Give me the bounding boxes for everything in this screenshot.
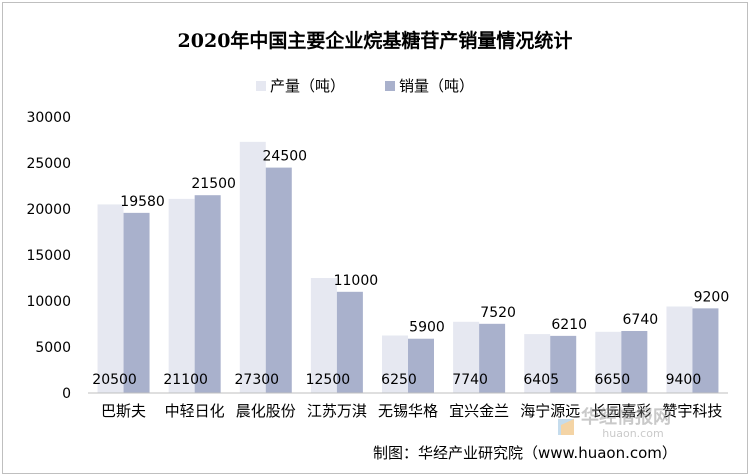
legend-swatch-production bbox=[256, 81, 266, 91]
watermark-text: 华经情报网 bbox=[581, 406, 671, 428]
x-tick-label-7: 长园嘉彩 bbox=[591, 402, 651, 420]
data-label-sales-0: 19580 bbox=[120, 194, 165, 210]
y-tick-label-5: 25000 bbox=[26, 156, 71, 172]
data-label-production-4: 6250 bbox=[381, 372, 417, 388]
bar-sales-3 bbox=[336, 291, 363, 393]
bar-production-2 bbox=[239, 141, 266, 393]
bar-production-0 bbox=[97, 204, 124, 393]
bar-sales-7 bbox=[621, 330, 648, 393]
y-tick-label-0: 0 bbox=[62, 386, 71, 402]
bar-sales-0 bbox=[123, 212, 150, 393]
watermark-subtext: huaon.com bbox=[602, 427, 663, 440]
chart-title: 2020年中国主要企业烷基糖苷产销量情况统计 bbox=[178, 29, 573, 52]
x-tick-label-5: 宜兴金兰 bbox=[449, 402, 509, 420]
x-tick-label-2: 晨化股份 bbox=[236, 402, 296, 420]
bar-sales-6 bbox=[550, 335, 577, 393]
bar-production-3 bbox=[310, 278, 337, 393]
chart: 2020年中国主要企业烷基糖苷产销量情况统计 产量（吨） 销量（吨） 0 5000… bbox=[26, 29, 730, 462]
data-label-production-1: 21100 bbox=[163, 372, 208, 388]
data-label-production-7: 6650 bbox=[595, 372, 631, 388]
x-tick-label-3: 江苏万淇 bbox=[307, 402, 367, 420]
data-label-sales-4: 5900 bbox=[409, 320, 445, 336]
data-label-production-3: 12500 bbox=[306, 372, 351, 388]
bar-sales-1 bbox=[194, 195, 221, 393]
bar-sales-8 bbox=[692, 308, 719, 393]
x-tick-label-8: 赞宇科技 bbox=[662, 402, 722, 420]
legend: 产量（吨） 销量（吨） bbox=[256, 77, 474, 95]
watermark-logo bbox=[558, 419, 574, 435]
x-tick-label-0: 巴斯夫 bbox=[101, 402, 146, 420]
y-axis: 0 5000 10000 15000 20000 25000 30000 bbox=[26, 110, 71, 402]
legend-swatch-sales bbox=[385, 81, 395, 91]
data-label-production-8: 9400 bbox=[666, 372, 702, 388]
legend-label-sales: 销量（吨） bbox=[399, 77, 474, 95]
bar-production-8 bbox=[666, 306, 693, 393]
data-label-sales-1: 21500 bbox=[191, 176, 236, 192]
bar-sales-4 bbox=[408, 338, 434, 393]
bar-production-1 bbox=[168, 198, 195, 393]
data-label-production-2: 27300 bbox=[235, 372, 280, 388]
data-label-sales-6: 6210 bbox=[551, 317, 587, 333]
x-tick-label-1: 中轻日化 bbox=[165, 402, 225, 420]
data-label-sales-7: 6740 bbox=[623, 312, 659, 328]
data-label-production-0: 20500 bbox=[92, 372, 137, 388]
data-label-sales-2: 24500 bbox=[263, 149, 308, 165]
bar-sales-5 bbox=[479, 323, 506, 393]
data-label-production-5: 7740 bbox=[452, 372, 488, 388]
y-tick-label-1: 5000 bbox=[35, 340, 71, 356]
y-tick-label-2: 10000 bbox=[26, 294, 71, 310]
bar-production-5 bbox=[453, 321, 480, 393]
bar-production-4 bbox=[382, 335, 408, 393]
bars: 20500 19580 21100 21500 27300 24500 12500 11000… bbox=[92, 141, 730, 393]
source-note: 制图：华经产业研究院（www.huaon.com） bbox=[373, 444, 677, 462]
y-tick-label-6: 30000 bbox=[26, 110, 71, 126]
y-tick-label-4: 20000 bbox=[26, 202, 71, 218]
y-tick-label-3: 15000 bbox=[26, 248, 71, 264]
watermark-logo-accent bbox=[561, 419, 574, 435]
data-label-production-6: 6405 bbox=[523, 372, 559, 388]
legend-label-production: 产量（吨） bbox=[270, 77, 345, 95]
bar-production-7 bbox=[595, 331, 622, 393]
data-label-sales-3: 11000 bbox=[334, 273, 379, 289]
bar-sales-2 bbox=[265, 167, 292, 393]
data-label-sales-5: 7520 bbox=[480, 305, 516, 321]
x-axis: 巴斯夫 中轻日化 晨化股份 江苏万淇 无锡华格 宜兴金兰 海宁源远 长园嘉彩 赞宇科技 bbox=[88, 392, 728, 420]
bar-production-6 bbox=[524, 334, 551, 393]
x-tick-label-6: 海宁源远 bbox=[520, 402, 580, 420]
watermark: 华经情报网 huaon.com bbox=[558, 406, 671, 440]
data-label-sales-8: 9200 bbox=[694, 289, 730, 305]
x-tick-label-4: 无锡华格 bbox=[378, 402, 438, 420]
